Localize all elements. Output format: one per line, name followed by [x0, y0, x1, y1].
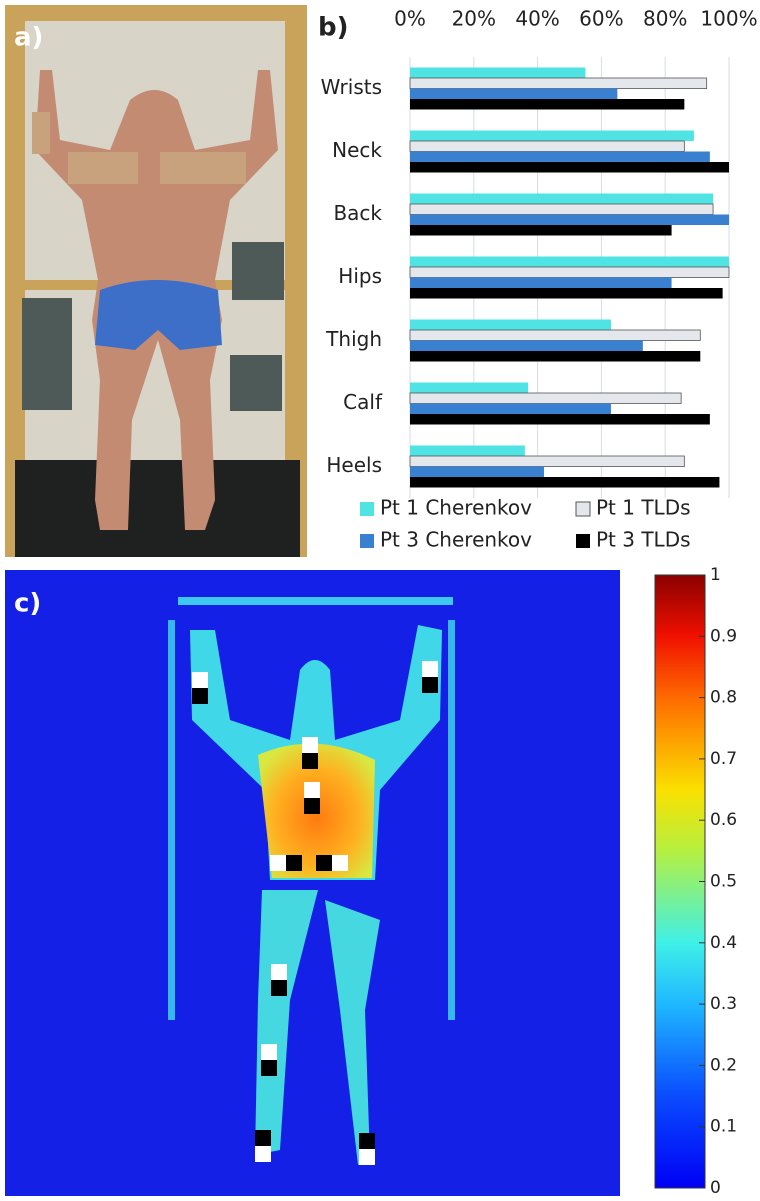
legend-label: Pt 3 Cherenkov [380, 528, 532, 552]
legend-swatch [575, 501, 591, 517]
y-tick-label: 0.1 [710, 1117, 737, 1137]
y-tick-label: 0 [710, 1178, 721, 1198]
y-tick-label: 0.8 [710, 688, 737, 708]
bar [410, 162, 729, 173]
bar [410, 477, 720, 488]
bar [409, 455, 685, 467]
legend-label: Pt 1 TLDs [596, 496, 691, 520]
bar [409, 392, 682, 404]
x-tick-label: 60% [579, 7, 623, 31]
legend-swatch [360, 534, 374, 548]
x-tick-label: 80% [643, 7, 687, 31]
y-tick-label: Hips [338, 264, 382, 288]
bar [410, 225, 672, 236]
bar [410, 256, 729, 267]
y-tick-label: Wrists [321, 75, 382, 99]
bar [410, 466, 544, 477]
bar [410, 288, 723, 299]
x-tick-label: 20% [452, 7, 496, 31]
y-tick-label: 0.7 [710, 749, 737, 769]
legend-swatch [360, 502, 374, 516]
bar [410, 151, 710, 162]
bar [409, 77, 708, 89]
y-tick-label: 0.3 [710, 994, 737, 1014]
bar [410, 382, 529, 393]
y-tick-label: 0.2 [710, 1055, 737, 1075]
bar [410, 340, 643, 351]
bar [409, 140, 685, 152]
bar [410, 403, 611, 414]
heatmap [5, 570, 620, 1196]
colorbar [654, 574, 706, 1189]
y-tick-label: Neck [332, 138, 382, 162]
bar [410, 351, 701, 362]
bar [410, 414, 710, 425]
y-tick-label: 0.4 [710, 933, 737, 953]
legend-swatch [576, 534, 590, 548]
bar [410, 130, 694, 141]
bar [410, 445, 525, 456]
bar [409, 329, 701, 341]
x-tick-label: 100% [700, 7, 757, 31]
y-tick-label: Thigh [325, 327, 382, 351]
bar [410, 277, 672, 288]
x-tick-label: 0% [394, 7, 426, 31]
bar [410, 319, 611, 330]
y-tick-label: Back [333, 201, 382, 225]
y-tick-label: 0.9 [710, 626, 737, 646]
panel-label: a) [14, 23, 43, 53]
panel-label: c) [14, 589, 41, 619]
photo [5, 5, 307, 557]
x-tick-label: 40% [515, 7, 559, 31]
y-tick-label: Heels [326, 453, 382, 477]
bar [409, 203, 714, 215]
bar [410, 214, 729, 225]
bar [409, 266, 730, 278]
bar [410, 67, 586, 78]
legend-label: Pt 1 Cherenkov [380, 496, 532, 520]
y-tick-label: Calf [343, 390, 383, 414]
y-tick-label: 0.6 [710, 810, 737, 830]
bar [410, 99, 685, 110]
panel-label: b) [318, 13, 349, 43]
legend-label: Pt 3 TLDs [596, 528, 691, 552]
y-tick-label: 1 [710, 565, 721, 585]
y-tick-label: 0.5 [710, 872, 737, 892]
bar [410, 88, 618, 99]
bar [410, 193, 714, 204]
